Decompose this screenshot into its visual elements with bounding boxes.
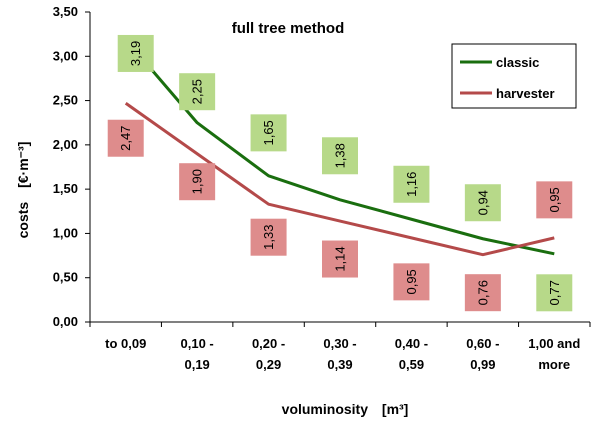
data-label-harvester: 0,95 bbox=[536, 181, 573, 219]
data-label-box bbox=[536, 274, 573, 312]
chart-title: full tree method bbox=[232, 20, 345, 37]
data-label-classic: 1,16 bbox=[393, 165, 430, 203]
data-label-box bbox=[117, 34, 154, 72]
y-tick-label: 0,50 bbox=[53, 270, 78, 285]
data-label-box bbox=[250, 218, 287, 256]
data-label-harvester: 2,47 bbox=[107, 119, 144, 157]
data-label-text: 1,33 bbox=[261, 225, 276, 250]
x-tick-label: 0,10 -0,19 bbox=[181, 336, 214, 372]
y-tick-label: 3,50 bbox=[53, 4, 78, 19]
data-label-classic: 2,25 bbox=[179, 73, 216, 111]
data-label-box bbox=[250, 114, 287, 152]
svg-text:costs [€·m⁻³]: costs [€·m⁻³] bbox=[15, 142, 31, 239]
data-label-box bbox=[393, 165, 430, 203]
x-tick-label: 0,60 -0,99 bbox=[466, 336, 499, 372]
series-lines bbox=[124, 38, 555, 257]
y-tick-label: 1,00 bbox=[53, 225, 78, 240]
data-label-text: 0,77 bbox=[547, 280, 562, 305]
x-tick-label: 0,20 -0,29 bbox=[252, 336, 285, 372]
legend-box bbox=[451, 43, 577, 109]
data-label-harvester: 1,14 bbox=[322, 240, 358, 278]
data-label-box bbox=[464, 184, 501, 222]
series-line-classic bbox=[124, 38, 555, 256]
data-label-classic: 0,77 bbox=[536, 274, 573, 312]
x-tick-label: 0,40 -0,59 bbox=[395, 336, 428, 372]
y-tick-label: 0,00 bbox=[53, 314, 78, 329]
data-label-text: 0,94 bbox=[475, 190, 490, 215]
legend-entry-harvester: harvester bbox=[496, 86, 555, 101]
data-label-classic: 3,19 bbox=[117, 34, 154, 72]
x-tick-label: 1,00 and more bbox=[528, 336, 580, 372]
data-label-box bbox=[179, 73, 216, 111]
data-label-box bbox=[393, 263, 430, 301]
y-tick-label: 2,50 bbox=[53, 93, 78, 108]
data-label-text: 0,95 bbox=[547, 187, 562, 212]
data-label-text: 0,95 bbox=[404, 269, 419, 294]
y-tick-label: 1,50 bbox=[53, 181, 78, 196]
legend-entry-classic: classic bbox=[496, 55, 539, 70]
data-label-text: 2,47 bbox=[118, 126, 133, 151]
data-label-text: 1,65 bbox=[261, 120, 276, 145]
data-label-box bbox=[107, 119, 144, 157]
data-label-harvester: 0,76 bbox=[464, 274, 501, 312]
data-label-classic: 0,94 bbox=[464, 184, 501, 222]
x-axis: to 0,09 0,10 -0,19 0,20 -0,29 0,30 -0,39 0,4… bbox=[89, 321, 591, 372]
data-label-box bbox=[464, 274, 501, 312]
data-label-text: 3,19 bbox=[128, 41, 143, 66]
y-axis-label: costs bbox=[15, 202, 31, 239]
y-axis-unit: [€·m⁻³] bbox=[15, 142, 31, 188]
data-label-text: 1,14 bbox=[333, 246, 348, 271]
y-axis: 0,00 0,50 1,00 1,50 2,00 2,50 3,00 3,50 bbox=[53, 4, 91, 329]
data-label-classic: 1,65 bbox=[250, 114, 287, 152]
data-label-box bbox=[536, 181, 573, 219]
data-label-classic: 1,38 bbox=[322, 137, 358, 175]
y-axis-title: costs [€·m⁻³] bbox=[15, 142, 31, 239]
x-axis-label: voluminosity bbox=[282, 401, 369, 417]
data-label-text: 0,76 bbox=[475, 280, 490, 305]
y-tick-label: 2,00 bbox=[53, 137, 78, 152]
data-label-text: 1,16 bbox=[404, 172, 419, 197]
x-axis-unit: [m³] bbox=[382, 401, 408, 417]
data-label-box bbox=[322, 240, 358, 278]
y-tick-label: 3,00 bbox=[53, 48, 78, 63]
data-label-harvester: 0,95 bbox=[393, 263, 430, 301]
legend: classic harvester bbox=[451, 43, 577, 109]
series-line-harvester bbox=[124, 102, 555, 257]
data-label-box bbox=[322, 137, 358, 175]
x-axis-title: voluminosity [m³] bbox=[282, 401, 409, 417]
data-label-harvester: 1,33 bbox=[250, 218, 287, 256]
x-tick-label: 0,30 -0,39 bbox=[323, 336, 356, 372]
data-label-harvester: 1,90 bbox=[179, 163, 216, 201]
data-label-text: 1,38 bbox=[333, 143, 348, 168]
x-tick-label: to 0,09 bbox=[105, 336, 146, 351]
data-label-box bbox=[179, 163, 216, 201]
data-label-text: 2,25 bbox=[190, 79, 205, 104]
data-label-text: 1,90 bbox=[190, 169, 205, 194]
data-labels: 3,19 2,25 1,65 1,38 1,16 0,94 0,77 2,47 1,90 1,33… bbox=[107, 34, 573, 312]
